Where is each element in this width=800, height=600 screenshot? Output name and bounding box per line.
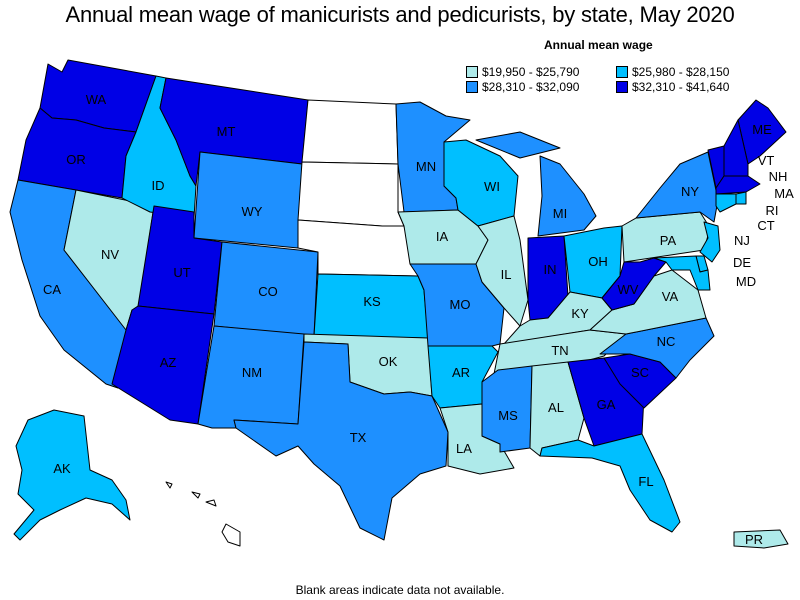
legend-label-1: $19,950 - $25,790 [482, 65, 580, 79]
legend-swatch-4 [616, 81, 628, 93]
state-NJ[interactable] [699, 221, 721, 263]
state-TX[interactable] [233, 341, 449, 541]
legend-item-3: $28,310 - $32,090 [466, 80, 579, 94]
state-label-NJ: NJ [734, 233, 750, 248]
legend-label-4: $32,310 - $41,640 [632, 80, 730, 94]
state-label-OR: OR [66, 152, 86, 167]
legend-title: Annual mean wage [544, 38, 653, 52]
state-label-PA: PA [660, 233, 677, 248]
state-label-NH: NH [769, 169, 788, 184]
state-label-MS: MS [498, 408, 518, 423]
state-label-TX: TX [350, 430, 367, 445]
state-label-OH: OH [588, 254, 608, 269]
state-FL[interactable] [539, 433, 681, 533]
state-WY[interactable] [193, 151, 303, 249]
state-SD[interactable] [297, 161, 405, 227]
state-label-DE: DE [733, 255, 751, 270]
state-ND[interactable] [301, 99, 399, 165]
state-label-IN: IN [544, 262, 557, 277]
legend-label-3: $28,310 - $32,090 [482, 80, 580, 94]
state-label-NM: NM [242, 365, 262, 380]
state-label-WI: WI [484, 179, 500, 194]
state-label-AZ: AZ [160, 355, 177, 370]
state-label-CO: CO [258, 284, 278, 299]
state-label-LA: LA [456, 441, 472, 456]
state-HI[interactable] [165, 481, 241, 547]
map-title: Annual mean wage of manicurists and pedi… [65, 2, 735, 27]
legend-swatch-1 [466, 66, 478, 78]
state-label-CT: CT [757, 218, 774, 233]
state-CT[interactable] [715, 193, 737, 213]
legend-swatch-2 [616, 66, 628, 78]
state-label-MO: MO [450, 297, 471, 312]
state-label-IA: IA [436, 229, 449, 244]
state-label-PR: PR [745, 532, 763, 547]
state-label-MD: MD [736, 274, 756, 289]
legend-item-1: $19,950 - $25,790 [466, 65, 579, 79]
state-label-OK: OK [379, 354, 398, 369]
state-label-NV: NV [101, 247, 119, 262]
state-label-NY: NY [681, 184, 699, 199]
state-label-MT: MT [217, 124, 236, 139]
legend-item-2: $25,980 - $28,150 [616, 65, 729, 79]
legend-swatch-3 [466, 81, 478, 93]
legend-label-2: $25,980 - $28,150 [632, 65, 730, 79]
state-MD[interactable] [653, 255, 711, 291]
state-AK[interactable] [13, 409, 131, 541]
state-AZ[interactable] [111, 305, 215, 425]
state-NH[interactable] [723, 119, 749, 177]
state-label-VT: VT [758, 153, 775, 168]
state-label-MA: MA [774, 186, 794, 201]
state-PR[interactable] [733, 529, 789, 549]
state-label-AR: AR [452, 365, 470, 380]
state-labels: WA OR CA NV ID MT WY UT AZ CO NM KS OK TX MN IA MO AR LA WI… [43, 92, 794, 547]
state-label-WV: WV [618, 282, 639, 297]
state-label-AK: AK [53, 461, 71, 476]
state-label-WY: WY [242, 204, 263, 219]
state-label-GA: GA [597, 397, 616, 412]
state-label-ID: ID [152, 178, 165, 193]
state-NY[interactable] [635, 151, 719, 223]
state-label-AL: AL [548, 400, 564, 415]
state-label-WA: WA [86, 92, 107, 107]
state-IL[interactable] [475, 215, 529, 327]
state-label-FL: FL [638, 474, 653, 489]
state-label-SC: SC [631, 365, 649, 380]
state-label-MN: MN [416, 159, 436, 174]
state-label-NC: NC [657, 334, 676, 349]
state-label-CA: CA [43, 282, 61, 297]
state-label-MI: MI [553, 206, 567, 221]
state-MA[interactable] [715, 175, 761, 195]
state-label-KS: KS [363, 294, 381, 309]
state-label-UT: UT [173, 265, 190, 280]
state-MI[interactable] [475, 131, 597, 237]
legend-item-4: $32,310 - $41,640 [616, 80, 729, 94]
state-label-TN: TN [551, 343, 568, 358]
state-label-KY: KY [571, 306, 589, 321]
state-label-IL: IL [501, 267, 512, 282]
footnote: Blank areas indicate data not available. [295, 583, 505, 597]
state-label-ME: ME [752, 122, 772, 137]
state-RI[interactable] [735, 191, 747, 205]
state-label-RI: RI [766, 203, 779, 218]
state-label-VA: VA [662, 289, 679, 304]
